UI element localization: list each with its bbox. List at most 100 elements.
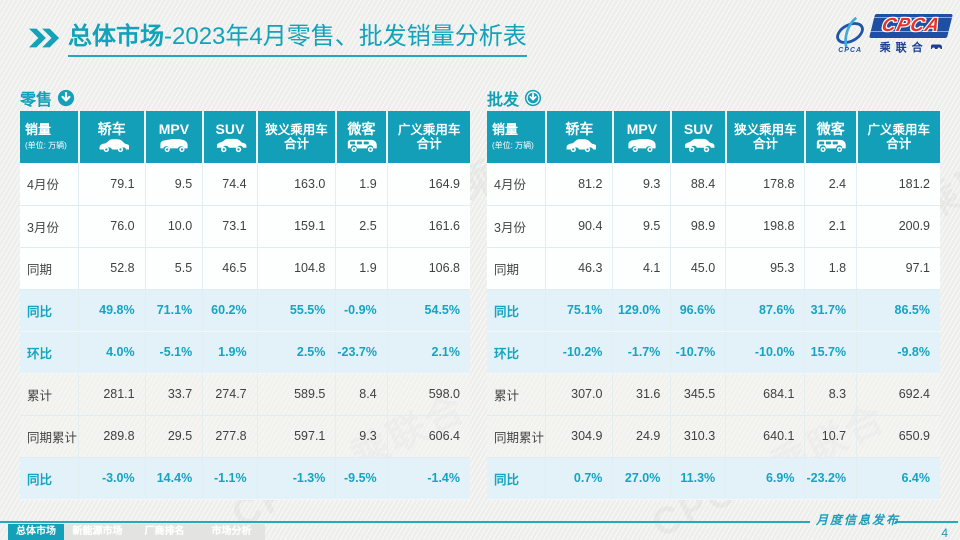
unit-title: 销量: [25, 122, 52, 138]
data-cell: 178.8: [725, 163, 806, 206]
data-cell: 54.5%: [387, 289, 470, 332]
col-header-mpv: MPV: [612, 111, 672, 163]
col-header-suv: SUV: [202, 111, 259, 163]
row-label: 累计: [20, 373, 79, 416]
data-cell: 60.2%: [202, 289, 258, 332]
col-label: 微客: [816, 120, 845, 137]
table-row: 同期累计 304.9 24.9 310.3 640.1 10.7 650.9: [487, 415, 940, 458]
data-cell: 106.8: [387, 247, 470, 290]
data-cell: 27.0%: [612, 457, 672, 500]
data-cell: -3.0%: [78, 457, 146, 500]
slide-header: 总体市场-2023年4月零售、批发销量分析表: [28, 22, 527, 57]
wholesale-table-wrap: 销量 (单位: 万辆) 轿车 MPV SUV 狭义乘用车 合计 微客 广义乘用车 合计 4月份 81.…: [487, 111, 940, 500]
data-cell: 46.5: [202, 247, 258, 290]
row-label: 同比: [487, 457, 547, 500]
table-row: 3月份 76.0 10.0 73.1 159.1 2.5 161.6: [20, 205, 470, 248]
col-label: SUV: [683, 120, 713, 137]
row-label: 同比: [20, 289, 79, 332]
data-cell: 8.4: [335, 373, 388, 416]
col-label: 狭义乘用车: [265, 122, 328, 137]
col-label: 轿车: [565, 120, 594, 137]
wholesale-section-label: 批发: [487, 86, 542, 110]
data-cell: 650.9: [856, 415, 940, 458]
data-cell: 684.1: [725, 373, 806, 416]
data-cell: -1.4%: [387, 457, 470, 500]
data-cell: 2.1: [804, 205, 858, 248]
data-cell: -1.1%: [202, 457, 258, 500]
footer-tab-3[interactable]: 市场分析: [198, 524, 265, 540]
col-header-minibus: 微客: [335, 111, 389, 163]
data-cell: -0.9%: [335, 289, 388, 332]
data-cell: 8.3: [804, 373, 858, 416]
table-row: 同期 46.3 4.1 45.0 95.3 1.8 97.1: [487, 247, 940, 290]
col-label-line2: 合计: [752, 137, 778, 151]
data-cell: 2.5: [335, 205, 388, 248]
data-cell: 281.1: [78, 373, 146, 416]
data-cell: 597.1: [257, 415, 337, 458]
col-label-line2: 合计: [886, 137, 912, 151]
table-row: 环比 -10.2% -1.7% -10.7% -10.0% 15.7% -9.8%: [487, 331, 940, 374]
page-title-bold: 总体市场: [68, 23, 164, 50]
footer-tab-2[interactable]: 厂商排名: [131, 524, 198, 540]
cpca-acronym-badge: CPCA: [869, 14, 953, 38]
table-row: 同比 -3.0% 14.4% -1.1% -1.3% -9.5% -1.4%: [20, 457, 470, 500]
row-label: 同比: [487, 289, 547, 332]
data-cell: 0.7%: [545, 457, 614, 500]
table-header-row: 销量 (单位: 万辆) 轿车 MPV SUV 狭义乘用车 合计 微客 广义乘用车 合计: [487, 111, 940, 163]
row-label: 4月份: [20, 163, 79, 206]
data-cell: 90.4: [545, 205, 614, 248]
data-cell: 79.1: [78, 163, 146, 206]
row-label: 环比: [20, 331, 79, 374]
col-header-total-5: 广义乘用车 合计: [856, 111, 940, 163]
row-label: 累计: [487, 373, 547, 416]
page-title: 总体市场-2023年4月零售、批发销量分析表: [68, 22, 527, 57]
cpca-swoosh-label: CPCA: [838, 46, 863, 54]
table-row: 累计 307.0 31.6 345.5 684.1 8.3 692.4: [487, 373, 940, 416]
suv-icon: [204, 138, 256, 153]
mpv-icon: [146, 138, 202, 153]
col-header-unit: 销量 (单位: 万辆): [487, 111, 547, 163]
table-row: 同比 49.8% 71.1% 60.2% 55.5% -0.9% 54.5%: [20, 289, 470, 332]
col-label: SUV: [215, 120, 245, 137]
logo-car-icon: [930, 44, 942, 49]
data-cell: 2.4: [804, 163, 858, 206]
data-cell: 1.9: [335, 247, 388, 290]
table-row: 4月份 79.1 9.5 74.4 163.0 1.9 164.9: [20, 163, 470, 206]
data-cell: -9.8%: [856, 331, 940, 374]
data-cell: 310.3: [670, 415, 727, 458]
row-label: 同期累计: [20, 415, 79, 458]
footer-tab-1[interactable]: 新能源市场: [64, 524, 131, 540]
col-header-suv: SUV: [670, 111, 727, 163]
data-cell: 31.6: [612, 373, 672, 416]
data-cell: 96.6%: [670, 289, 727, 332]
data-cell: 181.2: [856, 163, 940, 206]
page-number: 4: [941, 526, 948, 540]
col-header-total-3: 狭义乘用车 合计: [725, 111, 806, 163]
row-label: 同期: [487, 247, 547, 290]
col-label-line2: 合计: [416, 137, 442, 151]
footer-tab-0[interactable]: 总体市场: [8, 524, 64, 540]
page-title-rest: -2023年4月零售、批发销量分析表: [164, 23, 527, 50]
data-cell: 88.4: [670, 163, 727, 206]
unit-sub: (单位: 万辆): [25, 140, 67, 150]
sedan-icon: [547, 138, 612, 153]
data-cell: 87.6%: [725, 289, 806, 332]
data-cell: 1.9%: [202, 331, 258, 374]
mpv-icon: [614, 138, 670, 153]
data-cell: 164.9: [387, 163, 470, 206]
data-cell: 129.0%: [612, 289, 672, 332]
table-row: 3月份 90.4 9.5 98.9 198.8 2.1 200.9: [487, 205, 940, 248]
data-cell: 304.9: [545, 415, 614, 458]
footer-rule-left: [0, 521, 810, 523]
cpca-swoosh: CPCA: [832, 16, 868, 54]
col-label: 广义乘用车: [397, 122, 461, 137]
data-cell: 307.0: [545, 373, 614, 416]
row-label: 同期累计: [487, 415, 547, 458]
double-chevron-icon: [28, 27, 60, 54]
data-cell: 15.7%: [804, 331, 858, 374]
col-label: 狭义乘用车: [734, 122, 797, 137]
data-cell: 200.9: [856, 205, 940, 248]
data-cell: 198.8: [725, 205, 806, 248]
data-cell: 1.9: [335, 163, 388, 206]
data-cell: 55.5%: [257, 289, 337, 332]
